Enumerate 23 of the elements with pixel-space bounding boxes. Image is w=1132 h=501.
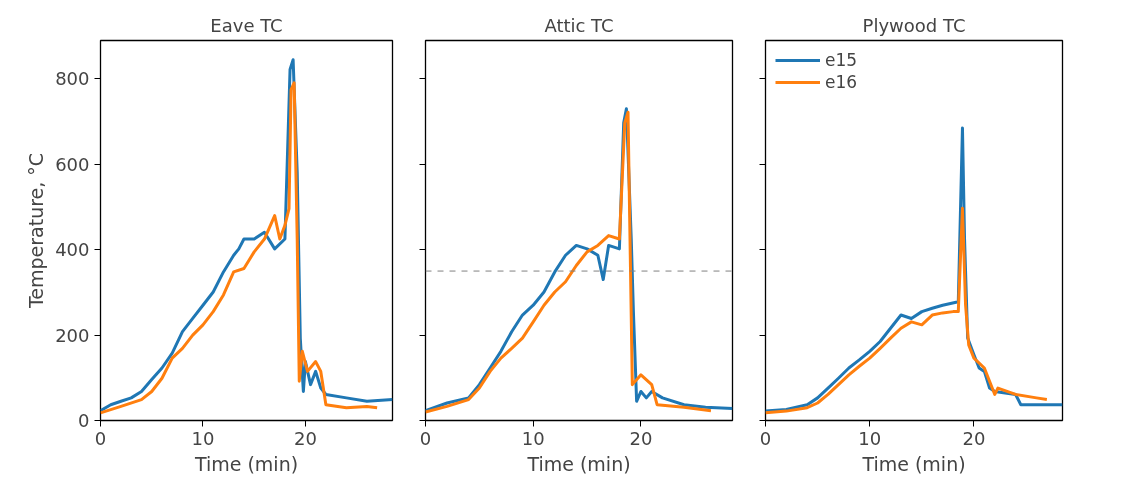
- x-axis-title: Time (min): [526, 452, 631, 475]
- x-tick-label: 20: [293, 427, 317, 449]
- x-tick-label: 10: [521, 427, 545, 449]
- y-tick-label: 200: [55, 324, 90, 346]
- x-tick-label: 20: [629, 427, 653, 449]
- x-tick-label: 0: [94, 427, 107, 449]
- y-tick-label: 800: [55, 68, 90, 90]
- chart-title: Eave TC: [210, 14, 283, 36]
- x-axis-title: Time (min): [193, 452, 299, 475]
- y-tick-label: 0: [78, 410, 90, 431]
- x-tick-label: 10: [858, 427, 882, 449]
- y-axis-title: Temperature, °C: [25, 152, 48, 310]
- legend-label: e16: [825, 72, 858, 92]
- y-tick-label: 400: [55, 239, 90, 261]
- x-tick-label: 0: [419, 427, 432, 449]
- x-tick-label: 0: [759, 427, 772, 449]
- chart-title: Attic TC: [544, 14, 614, 36]
- y-tick-label: 600: [55, 153, 90, 175]
- legend-label: e15: [825, 50, 858, 70]
- x-tick-label: 20: [962, 427, 986, 449]
- chart-title: Plywood TC: [862, 14, 966, 36]
- x-axis-title: Time (min): [861, 452, 966, 475]
- x-tick-label: 10: [191, 427, 215, 449]
